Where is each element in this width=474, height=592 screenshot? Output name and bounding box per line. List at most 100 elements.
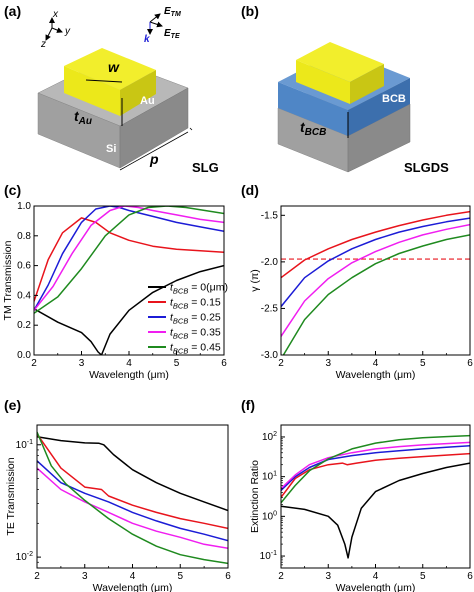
chart-0: 2 3 4 5 6 0.0 0.2 0.4 0.6 0.8 1.0 Wavelength (μm) TM… bbox=[2, 201, 227, 381]
series-line-t035 bbox=[281, 441, 470, 490]
si-substrate-side bbox=[119, 87, 189, 169]
x-tick-label: 3 bbox=[79, 358, 85, 369]
axis-z-label: z bbox=[40, 39, 46, 50]
series-line-t0 bbox=[34, 264, 224, 355]
y-tick-label: 0.6 bbox=[17, 261, 31, 272]
y-axis-label: TE Transmission bbox=[5, 457, 17, 535]
w-dimension-line bbox=[85, 79, 123, 83]
x-tick-label: 4 bbox=[373, 358, 379, 369]
panel-f-label: (f) bbox=[241, 397, 255, 413]
au-strip-side bbox=[120, 70, 156, 116]
plot-frame bbox=[280, 424, 471, 569]
k-label: k bbox=[144, 34, 150, 45]
panel-d-label: (d) bbox=[241, 182, 259, 198]
y-tick-label: 102 bbox=[262, 431, 277, 443]
legend-entry-t025: tBCB = 0.25 bbox=[170, 312, 221, 326]
x-tick-label: 4 bbox=[130, 571, 136, 582]
bcb-layer-front bbox=[278, 82, 348, 136]
slg-label: SLG bbox=[192, 160, 219, 175]
au-strip-side-b bbox=[350, 64, 384, 104]
panel-a-label: (a) bbox=[4, 3, 21, 19]
x-tick-label: 5 bbox=[177, 571, 183, 582]
series-line-t0 bbox=[281, 462, 470, 559]
series-line-t0 bbox=[37, 435, 228, 512]
si-label: Si bbox=[106, 143, 116, 155]
field-vectors-icon bbox=[147, 13, 163, 35]
au-label: Au bbox=[140, 95, 155, 107]
x-tick-label: 3 bbox=[325, 358, 331, 369]
t-bcb-label: tBCB bbox=[300, 119, 326, 138]
x-tick-label: 6 bbox=[467, 358, 473, 369]
panel-c-label: (c) bbox=[4, 182, 21, 198]
coordinate-axes-icon bbox=[45, 17, 63, 41]
charts: 2 3 4 5 6 0.0 0.2 0.4 0.6 0.8 1.0 Wavelength (μm) TM… bbox=[2, 201, 473, 592]
x-axis-label: Wavelength (μm) bbox=[336, 369, 416, 381]
series-line-t035 bbox=[34, 206, 224, 311]
y-tick-label: 0.2 bbox=[17, 320, 31, 331]
legend-entry-t045: tBCB = 0.45 bbox=[170, 342, 221, 356]
w-label: w bbox=[108, 59, 120, 75]
y-tick-label: 100 bbox=[262, 510, 277, 522]
x-tick-label: 2 bbox=[34, 571, 40, 582]
legend-entry-t015: tBCB = 0.15 bbox=[170, 297, 221, 311]
y-tick-label: 10-1 bbox=[260, 550, 277, 562]
legend-entry-t035: tBCB = 0.35 bbox=[170, 327, 221, 341]
series-line-t025 bbox=[34, 206, 224, 311]
legend-entry-t0: tBCB = 0(μm) bbox=[170, 282, 228, 296]
x-tick-label: 4 bbox=[126, 358, 132, 369]
panel-e-label: (e) bbox=[4, 397, 21, 413]
series-line-t015 bbox=[37, 433, 228, 530]
series-line-t045 bbox=[282, 234, 470, 355]
y-axis-label: Extinction Ratio bbox=[249, 460, 261, 533]
y-tick-label: -2.0 bbox=[261, 257, 279, 268]
y-tick-label: -2.5 bbox=[261, 303, 279, 314]
plot-frame bbox=[280, 205, 471, 356]
bcb-label: BCB bbox=[382, 93, 406, 105]
axis-x-label: x bbox=[52, 9, 59, 20]
au-strip-top-b bbox=[296, 42, 384, 82]
series-line-t045 bbox=[34, 206, 224, 314]
series-line-t015 bbox=[34, 217, 224, 302]
p-dimension-tick bbox=[189, 127, 193, 131]
y-tick-label: 10-1 bbox=[16, 439, 33, 451]
x-tick-label: 5 bbox=[174, 358, 180, 369]
series-line-t015 bbox=[281, 210, 470, 279]
x-tick-label: 2 bbox=[278, 358, 284, 369]
panel-a: (a) x y z ETM k ETE w Au tAu Si bbox=[4, 3, 219, 175]
p-dimension-line bbox=[119, 131, 189, 171]
au-strip-front-b bbox=[296, 60, 350, 104]
series-line-t025 bbox=[281, 217, 470, 308]
y-tick-label: 10-2 bbox=[16, 551, 33, 563]
y-tick-label: -1.5 bbox=[261, 210, 279, 221]
plot-frame bbox=[36, 424, 229, 569]
series-line-t015 bbox=[281, 452, 470, 498]
e-te-label: ETE bbox=[164, 28, 180, 40]
y-axis-label: γ (π) bbox=[249, 269, 261, 291]
x-axis-label: Wavelength (μm) bbox=[336, 582, 416, 592]
x-tick-label: 6 bbox=[225, 571, 231, 582]
x-tick-label: 3 bbox=[325, 571, 331, 582]
panel-b: (b) BCB tBCB SLGDS bbox=[241, 3, 449, 175]
series-line-t035 bbox=[281, 223, 470, 337]
series-line-t035 bbox=[37, 467, 228, 549]
x-tick-label: 3 bbox=[82, 571, 88, 582]
x-axis-label: Wavelength (μm) bbox=[89, 369, 169, 381]
series-line-t025 bbox=[281, 445, 470, 491]
chart-3: 2 3 4 5 6 10-1 100 101 102 Wavelength (μm) Extinct… bbox=[249, 424, 473, 592]
t-au-label: tAu bbox=[74, 108, 92, 127]
x-axis-label: Wavelength (μm) bbox=[93, 582, 173, 592]
x-tick-label: 5 bbox=[420, 571, 426, 582]
series-line-t045 bbox=[37, 431, 228, 565]
si-substrate-side-b bbox=[347, 103, 411, 173]
x-tick-label: 2 bbox=[278, 571, 284, 582]
bcb-layer-side bbox=[348, 78, 410, 136]
y-tick-label: 0.0 bbox=[17, 350, 31, 361]
chart-1: 2 3 4 5 6 -3.0 -2.5 -2.0 -1.5 Wavelength (μm) γ (π… bbox=[249, 205, 473, 381]
y-tick-label: -3.0 bbox=[261, 350, 279, 361]
panel-b-label: (b) bbox=[241, 3, 259, 19]
x-tick-label: 6 bbox=[221, 358, 227, 369]
x-tick-label: 6 bbox=[467, 571, 473, 582]
series-line-t045 bbox=[281, 434, 470, 504]
x-tick-label: 4 bbox=[373, 571, 379, 582]
